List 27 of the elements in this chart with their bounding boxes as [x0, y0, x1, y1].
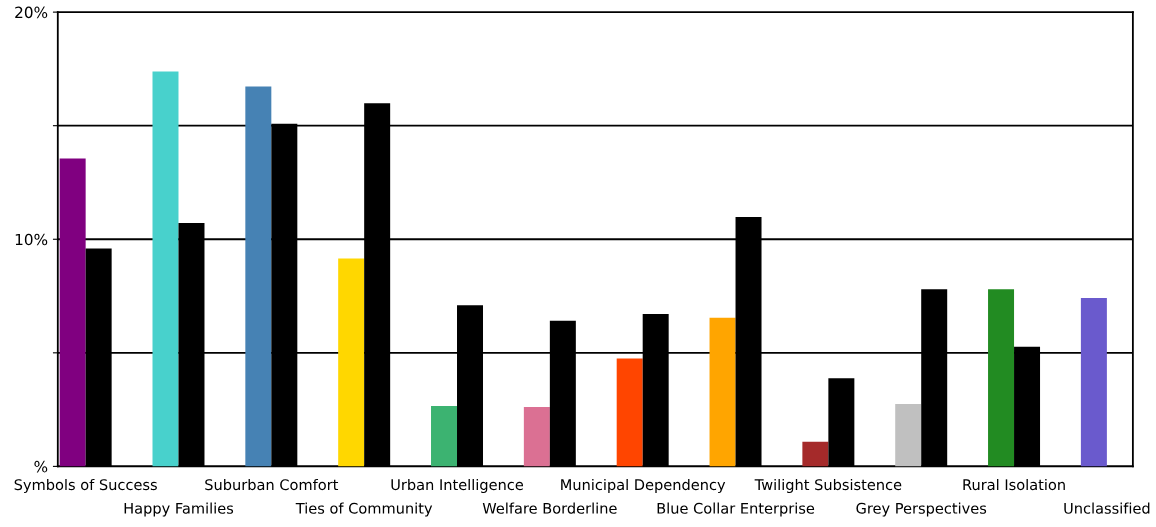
- x-tick-label: Ties of Community: [295, 502, 433, 517]
- x-tick-label: Suburban Comfort: [205, 478, 339, 491]
- x-tick-label: Welfare Borderline: [482, 502, 617, 514]
- x-tick-label: Grey Perspectives: [856, 502, 987, 517]
- bar: [616, 358, 643, 467]
- bar: [338, 258, 365, 467]
- x-tick-label: Urban Intelligence: [391, 478, 524, 494]
- x-tick-label: Municipal Dependency: [561, 478, 726, 494]
- bar: [988, 289, 1015, 467]
- bar: [709, 317, 736, 467]
- x-tick-label: Symbols of Success: [14, 478, 157, 494]
- bar: [523, 407, 550, 467]
- x-tick-label: Rural Isolation: [963, 478, 1065, 491]
- bar: [1080, 298, 1107, 467]
- bar: [802, 441, 829, 467]
- bar: [59, 158, 86, 467]
- y-tick-label: %: [34, 460, 48, 473]
- x-tick-label: Blue Collar Enterprise: [657, 502, 815, 517]
- bar: [431, 405, 458, 467]
- x-tick-label: Unclassified: [1064, 502, 1150, 514]
- x-tick-label: Twilight Subsistence: [754, 478, 902, 494]
- y-tick-label: 10%: [15, 233, 48, 246]
- y-tick-label: 20%: [15, 6, 48, 19]
- bar: [152, 71, 179, 467]
- x-tick-label: Happy Families: [124, 502, 234, 517]
- bar: [895, 403, 922, 467]
- bar: [245, 86, 272, 467]
